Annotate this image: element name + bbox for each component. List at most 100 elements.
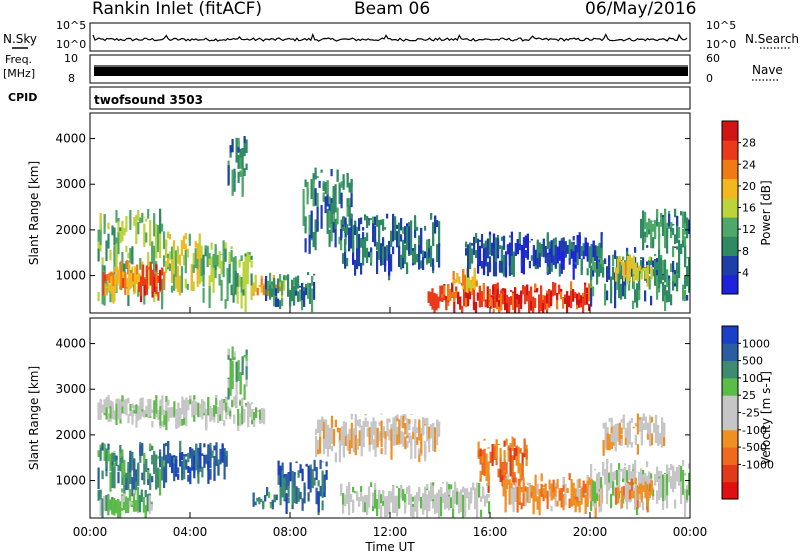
heatmap-cell [115, 455, 118, 466]
heatmap-cell [334, 184, 337, 213]
heatmap-cell [480, 234, 484, 243]
heatmap-cell [454, 279, 457, 283]
heatmap-cell [350, 192, 353, 208]
heatmap-cell [148, 493, 151, 496]
heatmap-cell [477, 255, 480, 274]
heatmap-cell [107, 443, 110, 462]
heatmap-cell [674, 208, 677, 218]
heatmap-cell [159, 451, 162, 468]
heatmap-cell [688, 219, 691, 222]
heatmap-cell [265, 289, 268, 296]
heatmap-cell [396, 414, 399, 418]
heatmap-cell [236, 279, 239, 304]
heatmap-cell [368, 251, 371, 258]
heatmap-cell [514, 243, 517, 256]
heatmap-cell [632, 426, 635, 429]
heatmap-cell [356, 438, 359, 450]
heatmap-cell [106, 274, 109, 279]
heatmap-cell [443, 284, 446, 295]
heatmap-cell [342, 253, 345, 264]
heatmap-cell [360, 262, 363, 275]
heatmap-cell [107, 396, 110, 409]
heatmap-cell [612, 471, 615, 482]
heatmap-cell [356, 491, 359, 501]
heatmap-cell [424, 251, 427, 259]
heatmap-cell [600, 232, 603, 250]
heatmap-cell [117, 464, 120, 471]
heatmap-cell [503, 461, 506, 471]
heatmap-cell [308, 214, 311, 236]
heatmap-cell [366, 232, 369, 242]
heatmap-cell [297, 491, 300, 501]
heatmap-cell [568, 498, 571, 508]
heatmap-cell [380, 494, 383, 504]
heatmap-cell [239, 372, 242, 395]
heatmap-cell [492, 233, 496, 252]
heatmap-cell [157, 231, 160, 248]
heatmap-cell [388, 429, 391, 441]
heatmap-cell [646, 429, 650, 440]
heatmap-cell [302, 189, 305, 210]
heatmap-cell [168, 263, 172, 272]
heatmap-cell [362, 238, 365, 266]
heatmap-cell [578, 235, 581, 260]
heatmap-cell [380, 219, 383, 226]
heatmap-cell [218, 274, 221, 286]
heatmap-cell [406, 223, 409, 227]
heatmap-cell [386, 213, 389, 219]
heatmap-cell [386, 245, 389, 261]
heatmap-cell [203, 401, 206, 413]
heatmap-cell [346, 257, 349, 267]
heatmap-cell [161, 267, 164, 272]
heatmap-cell [676, 262, 679, 281]
heatmap-cell [139, 444, 142, 456]
heatmap-cell [239, 399, 242, 401]
heatmap-cell [416, 226, 419, 231]
heatmap-cell [617, 487, 620, 504]
heatmap-cell [153, 213, 156, 237]
heatmap-cell [342, 493, 345, 505]
heatmap-cell [258, 497, 261, 500]
heatmap-cell [127, 465, 130, 490]
heatmap-cell [315, 487, 318, 505]
heatmap-cell [562, 237, 565, 262]
xtick-label: 00:00 [673, 525, 708, 539]
heatmap-cell [285, 493, 288, 514]
heatmap-cell [291, 486, 294, 505]
heatmap-cell [179, 408, 182, 412]
heatmap-cell [406, 224, 409, 251]
heatmap-cell [150, 501, 153, 504]
colorbar-swatch [722, 255, 738, 276]
heatmap-cell [317, 480, 320, 487]
heatmap-cell [151, 409, 154, 413]
heatmap-cell [138, 273, 141, 282]
heatmap-cell [127, 252, 130, 259]
heatmap-cell [121, 495, 124, 508]
power-marks [97, 136, 691, 313]
heatmap-cell [309, 469, 312, 476]
heatmap-cell [556, 479, 559, 489]
heatmap-cell [311, 288, 314, 313]
heatmap-cell [526, 234, 529, 260]
heatmap-cell [622, 256, 625, 261]
heatmap-cell [418, 487, 421, 497]
heatmap-cell [196, 243, 199, 264]
heatmap-cell [226, 268, 229, 280]
heatmap-cell [435, 293, 438, 297]
heatmap-cell [388, 491, 391, 502]
heatmap-cell [410, 494, 413, 517]
heatmap-cell [503, 450, 506, 473]
cpid-frame [89, 86, 691, 110]
freq-band-top [94, 65, 688, 67]
heatmap-cell [666, 269, 669, 287]
xtick-label: 08:00 [273, 525, 308, 539]
heatmap-cell [202, 287, 205, 303]
heatmap-cell [362, 227, 365, 231]
heatmap-cell [515, 445, 518, 448]
heatmap-cell [132, 491, 136, 505]
heatmap-cell [157, 456, 160, 459]
heatmap-cell [165, 411, 168, 431]
heatmap-cell [492, 308, 495, 313]
heatmap-cell [128, 275, 131, 282]
